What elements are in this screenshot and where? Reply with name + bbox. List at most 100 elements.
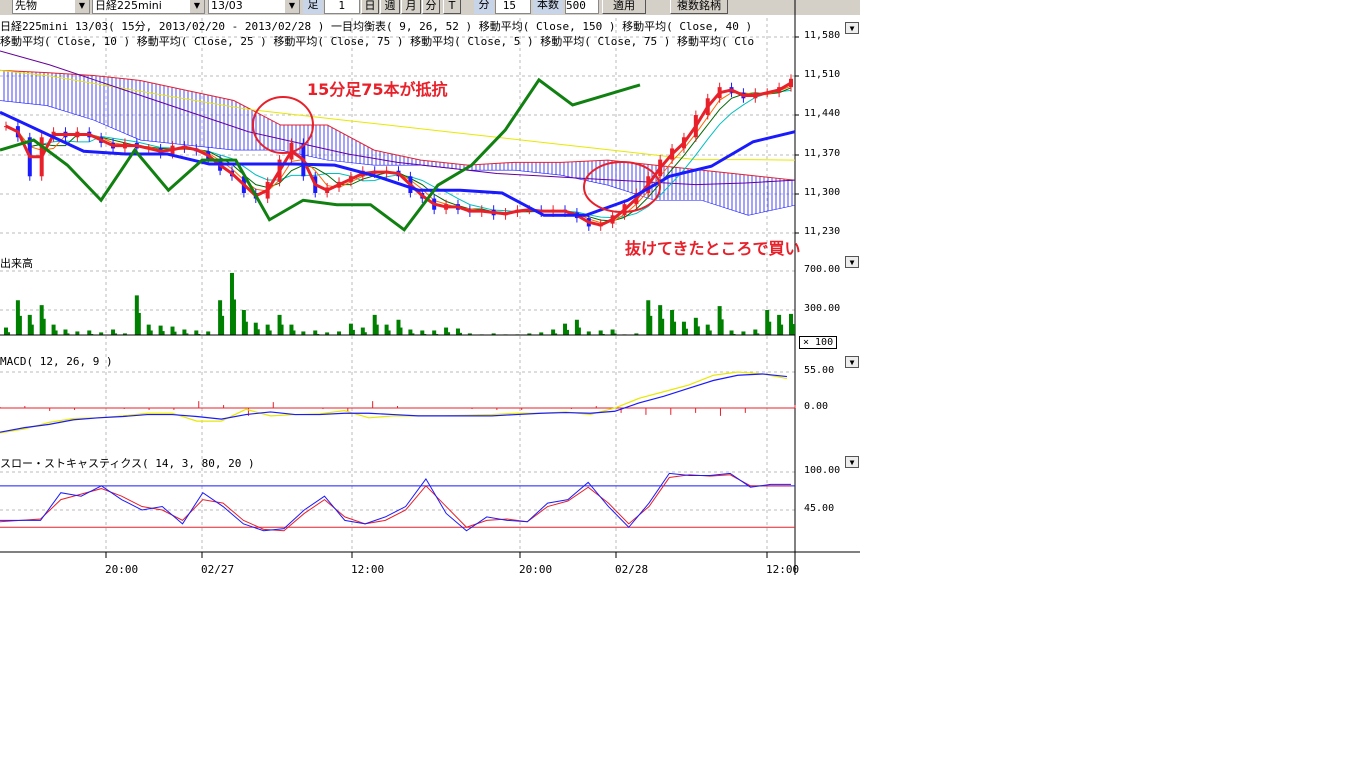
volume-bar [447, 332, 451, 335]
volume-bar [684, 328, 688, 335]
time-axis-label: 20:00 [105, 563, 138, 576]
volume-bar [363, 332, 367, 335]
breakout-circle [583, 161, 661, 213]
day-button[interactable]: 日 [361, 0, 379, 14]
chevron-down-icon: ▼ [75, 0, 89, 13]
contract-select[interactable]: 13/03 ▼ [208, 0, 300, 14]
stoch-panel-menu-button[interactable]: ▼ [845, 456, 859, 468]
symbol-select[interactable]: 日経225mini ▼ [92, 0, 205, 14]
volume-bar [777, 314, 782, 335]
volume-bar [741, 331, 746, 335]
volume-bar [280, 324, 284, 335]
volume-bar [717, 306, 722, 335]
price-axis-label: 11,580 [804, 30, 841, 41]
volume-bar [768, 321, 772, 335]
volume-bar [194, 330, 199, 335]
volume-axis-label: 700.00 [804, 264, 841, 275]
volume-bar [301, 331, 306, 335]
contract-value: 13/03 [211, 0, 243, 12]
count-input[interactable]: 500 [565, 0, 599, 14]
volume-bar [566, 329, 570, 335]
volume-bar [601, 333, 605, 335]
volume-bar [146, 324, 151, 335]
apply-button[interactable]: 適用 [602, 0, 646, 14]
volume-bar [42, 318, 46, 335]
time-axis-label: 12:00 [351, 563, 384, 576]
volume-bar [99, 332, 104, 335]
volume-bar [789, 313, 793, 335]
volume-bar [432, 330, 437, 335]
volume-panel-menu-button[interactable]: ▼ [845, 256, 859, 268]
volume-bar [756, 333, 760, 335]
symbol-value: 日経225mini [95, 0, 162, 12]
volume-bar [577, 327, 581, 335]
time-axis-label: 02/27 [201, 563, 234, 576]
volume-bar [696, 326, 700, 335]
stoch-k-line [0, 472, 791, 532]
stoch-axis-label: 100.00 [804, 465, 841, 476]
volume-bar [720, 319, 724, 335]
volume-bar [539, 332, 544, 335]
volume-bar [15, 300, 20, 335]
volume-bar [646, 300, 651, 335]
volume-bar [708, 330, 712, 335]
market-select[interactable]: 先物 ▼ [12, 0, 90, 14]
volume-bar [253, 322, 258, 335]
volume-bar [780, 324, 784, 335]
bar-input[interactable]: 1 [324, 0, 360, 14]
volume-bar [435, 333, 439, 335]
volume-bar [563, 323, 568, 335]
volume-bar [360, 327, 365, 335]
chevron-down-icon: ▼ [285, 0, 299, 13]
volume-bar [673, 321, 677, 335]
volume-bar [206, 331, 211, 335]
volume-bar [649, 315, 653, 335]
volume-bar [241, 310, 246, 335]
volume-unit: × 100 [799, 336, 838, 349]
volume-bar [551, 329, 556, 335]
volume-bar [4, 327, 8, 335]
volume-bar [411, 333, 415, 335]
volume-bar [90, 333, 94, 335]
macd-axis-label: 0.00 [804, 401, 829, 412]
minute-button[interactable]: 分 [422, 0, 440, 14]
market-value: 先物 [15, 0, 37, 12]
volume-bar [384, 324, 389, 335]
price-panel-menu-button[interactable]: ▼ [845, 22, 859, 34]
ma150-line [0, 69, 796, 161]
volume-bar [444, 327, 449, 335]
volume-bar [661, 318, 665, 335]
macd-title: MACD( 12, 26, 9 ) [0, 355, 113, 368]
month-button[interactable]: 月 [401, 0, 421, 14]
volume-bar [420, 330, 425, 335]
chikou-line [0, 77, 641, 232]
volume-bar [396, 319, 401, 335]
multi-symbol-button[interactable]: 複数銘柄 [670, 0, 728, 14]
volume-bar [753, 329, 758, 335]
volume-bar [337, 331, 342, 335]
interval-input[interactable]: 15 [495, 0, 531, 14]
macd-panel-menu-button[interactable]: ▼ [845, 356, 859, 368]
volume-bar [729, 330, 734, 335]
volume-bar [54, 330, 58, 335]
volume-bar [681, 321, 686, 335]
tenkan-line [5, 81, 792, 227]
chart-header-line1: 日経225mini 13/03( 15分, 2013/02/20 - 2013/… [0, 20, 753, 33]
ma40-line [0, 50, 796, 186]
volume-bar [693, 317, 698, 335]
volume-bar [134, 295, 139, 335]
volume-bar [256, 329, 260, 335]
resistance-annotation: 15分足75本が抵抗 [307, 80, 448, 99]
price-axis-label: 11,300 [804, 187, 841, 198]
volume-bar [66, 333, 70, 335]
volume-bar [221, 315, 225, 335]
volume-bar [39, 305, 44, 335]
tick-button[interactable]: T [443, 0, 461, 14]
week-button[interactable]: 週 [380, 0, 400, 14]
volume-bar [313, 330, 318, 335]
volume-bar [87, 330, 92, 335]
volume-bar [598, 330, 603, 335]
volume-bar [467, 333, 472, 335]
chart-area: 20:00 02/27 12:00 20:00 02/28 12:00 [0, 0, 860, 576]
volume-bar [634, 333, 639, 335]
